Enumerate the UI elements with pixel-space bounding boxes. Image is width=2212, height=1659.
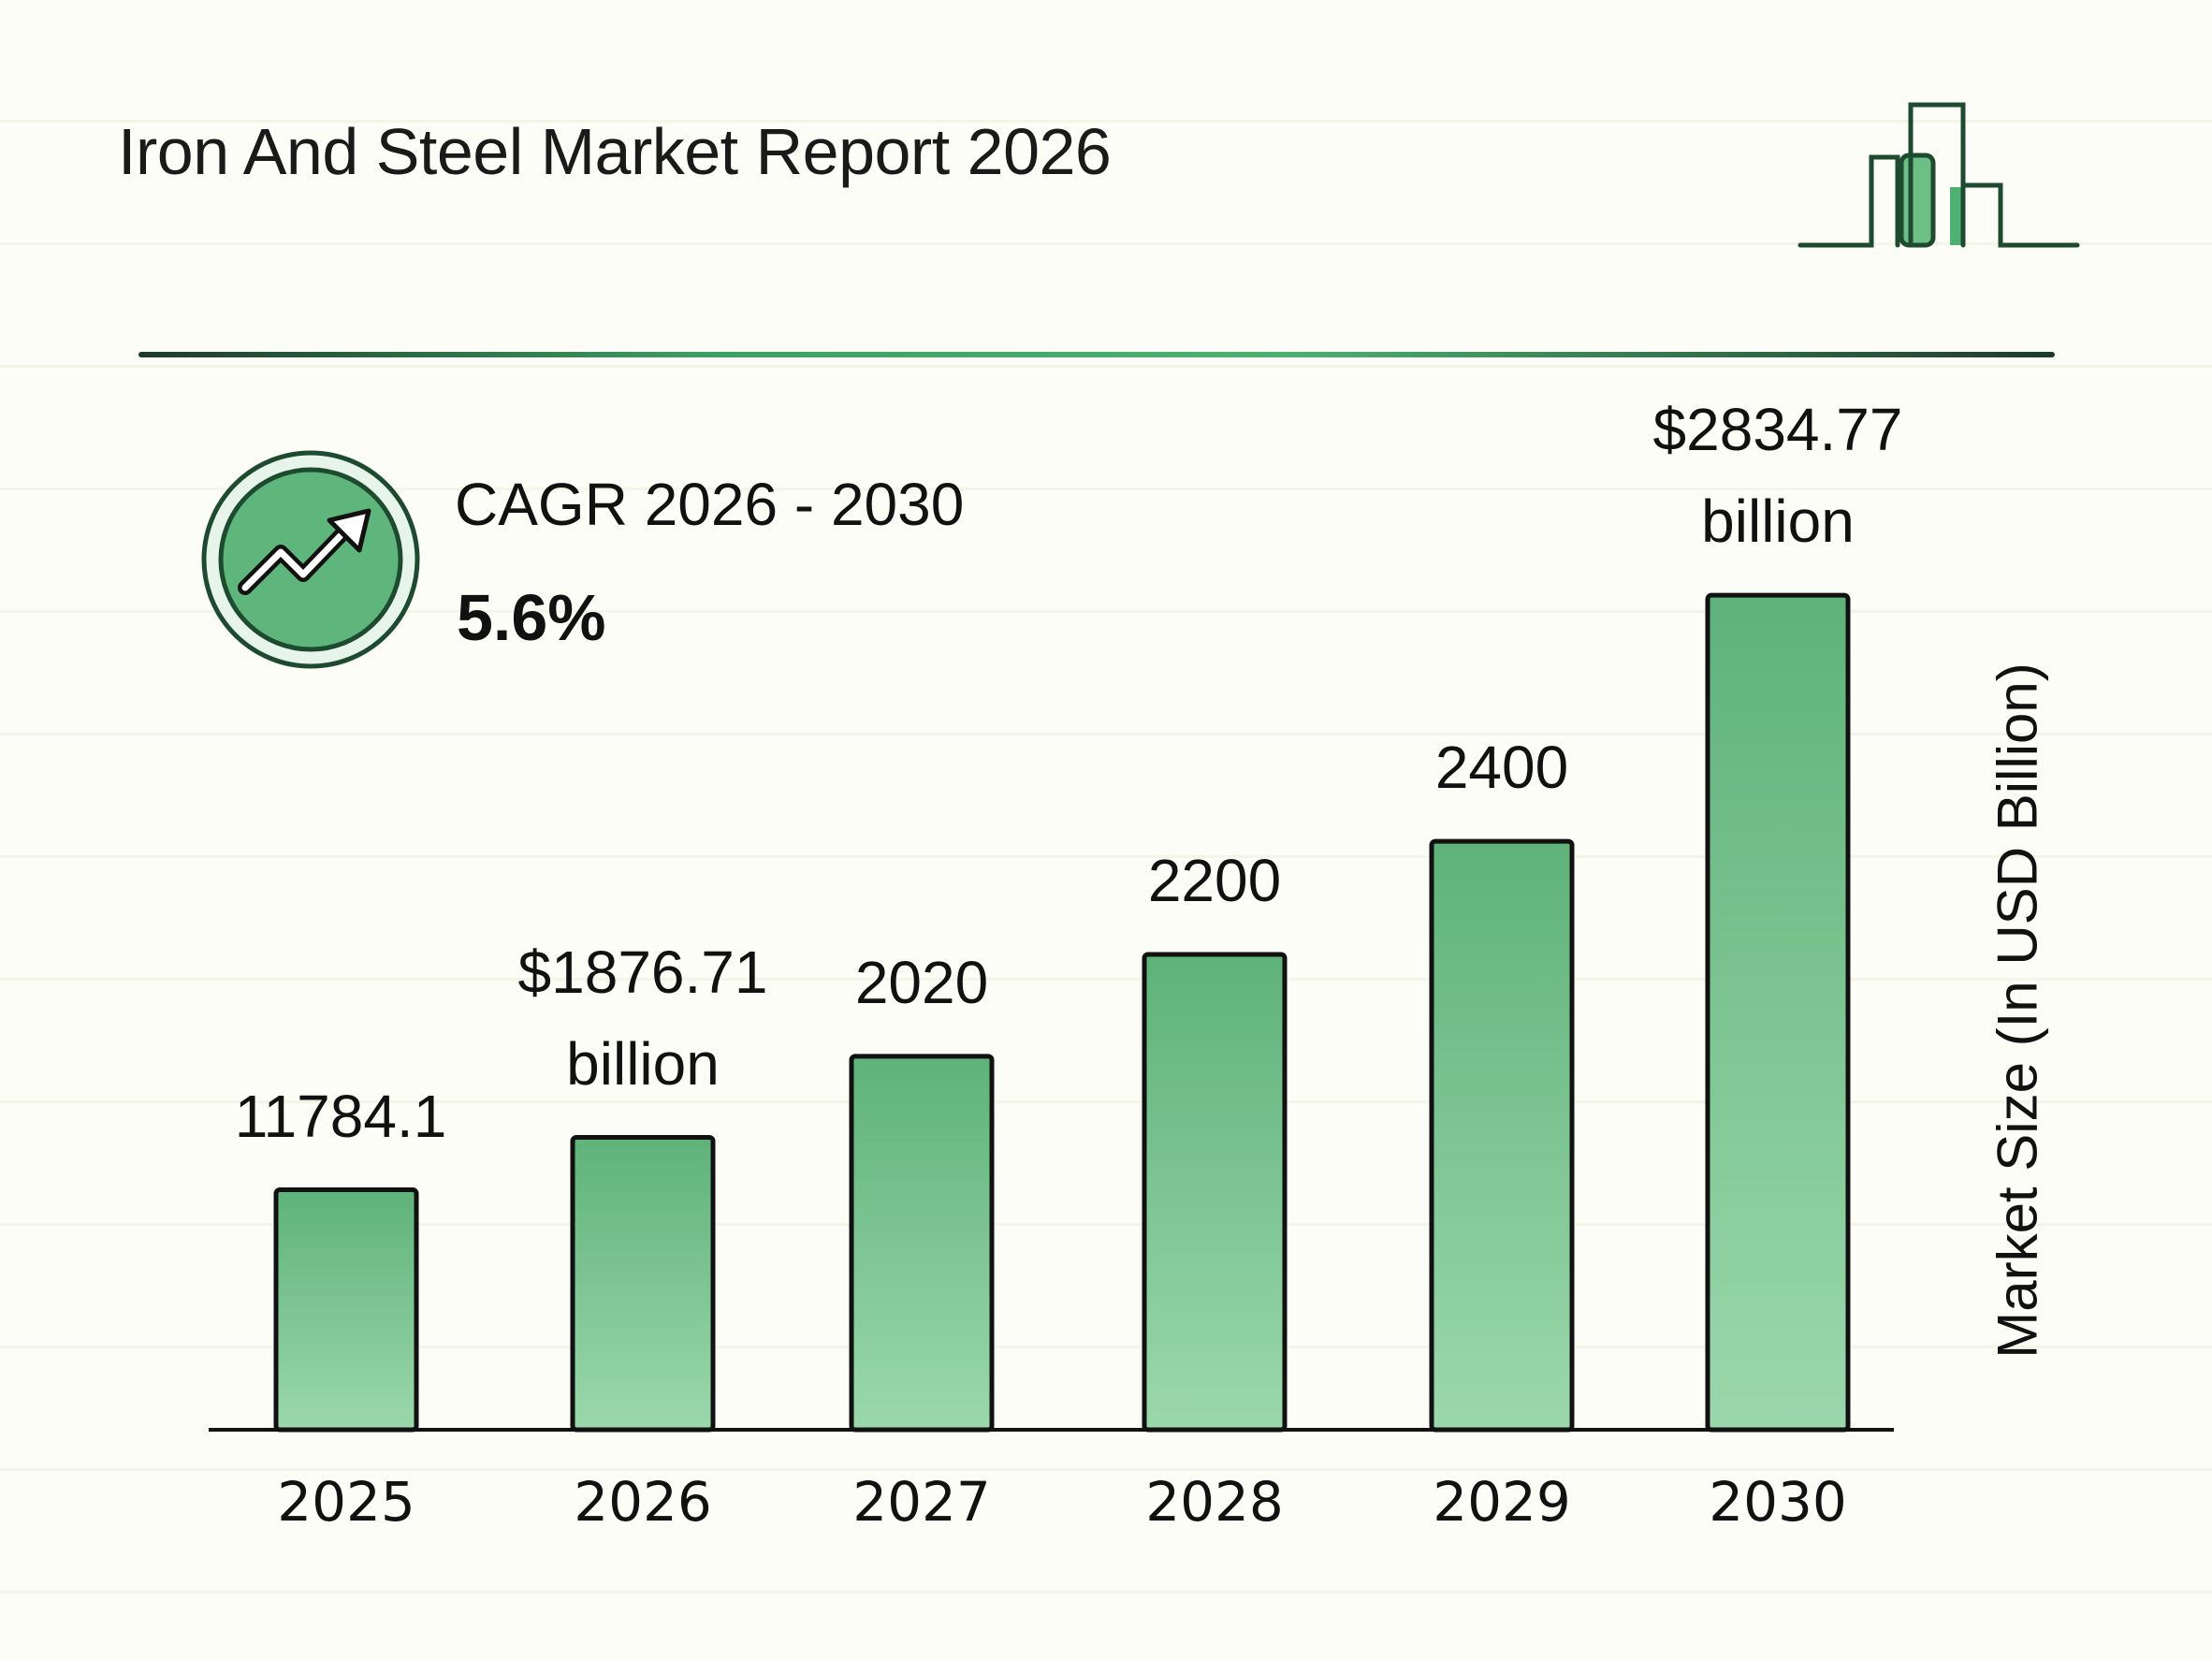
chart-title: Iron And Steel Market Report 2026 (118, 115, 1112, 188)
x-tick-label: 2028 (1145, 1470, 1284, 1534)
data-label-line: 11784.1 (234, 1082, 447, 1150)
data-label-line: 2200 (1147, 847, 1282, 915)
bar-chart-icon (1797, 102, 2080, 248)
bar-2028 (1142, 952, 1288, 1433)
divider (138, 352, 2055, 357)
trending-up-arrow-icon (201, 450, 420, 669)
bar-2027 (849, 1054, 995, 1433)
bar-2030 (1705, 592, 1851, 1433)
cagr-label: CAGR 2026 - 2030 (455, 471, 965, 538)
data-label: $1876.71 billion (456, 926, 830, 1110)
x-tick-label: 2026 (574, 1470, 712, 1534)
data-label-line: billion (566, 1029, 720, 1098)
data-label-line: $2834.77 (1652, 396, 1903, 464)
data-label: 2200 (1027, 835, 1402, 926)
data-label-line: billion (1701, 488, 1855, 556)
bar-2025 (273, 1187, 419, 1433)
data-label-line: $1876.71 (517, 938, 768, 1006)
bar-2026 (570, 1135, 716, 1433)
cagr-value: 5.6% (457, 581, 606, 654)
data-label-line: 2400 (1434, 734, 1569, 802)
x-tick-label: 2030 (1709, 1470, 1847, 1534)
x-tick-label: 2025 (277, 1470, 415, 1534)
data-label: 2020 (735, 937, 1109, 1028)
data-label: 11784.1 (153, 1070, 528, 1162)
data-label: $2834.77 billion (1591, 384, 1965, 567)
y-axis-label: Market Size (In USD Billion) (1986, 662, 2049, 1359)
x-tick-label: 2029 (1433, 1470, 1571, 1534)
data-label-line: 2020 (854, 948, 989, 1016)
x-tick-label: 2027 (852, 1470, 991, 1534)
data-label: 2400 (1315, 721, 1689, 813)
bar-2029 (1429, 838, 1575, 1433)
